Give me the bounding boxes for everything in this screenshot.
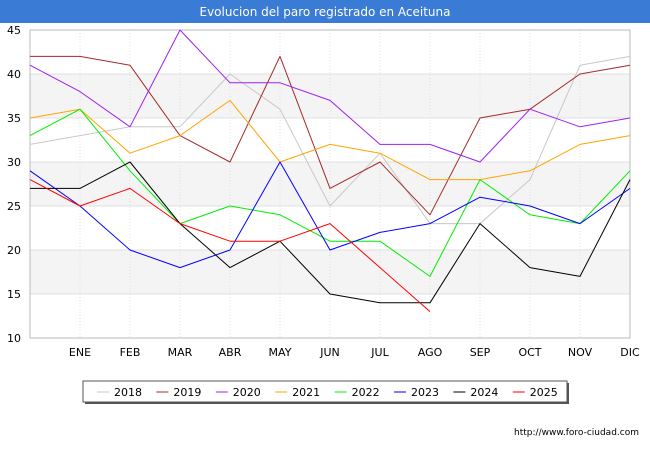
- x-tick-label: JUL: [370, 346, 389, 359]
- x-tick-label: JUN: [319, 346, 340, 359]
- plot-band: [30, 118, 630, 162]
- legend-label-2022: 2022: [352, 386, 380, 399]
- series-lines: [29, 29, 631, 312]
- series-line-2025: [29, 179, 431, 312]
- x-tick-label: SEP: [470, 346, 491, 359]
- x-tick-label: NOV: [568, 346, 593, 359]
- series-line-2024: [30, 161, 631, 304]
- series-line-2023: [29, 161, 631, 269]
- legend-label-2018: 2018: [114, 386, 142, 399]
- x-tick-label: AGO: [418, 346, 443, 359]
- chart-title: Evolucion del paro registrado en Aceitun…: [0, 0, 650, 23]
- x-tick-label: MAR: [168, 346, 193, 359]
- x-tick-label: ABR: [219, 346, 242, 359]
- plot-frame: [29, 29, 631, 339]
- series-line-2021: [29, 99, 631, 181]
- x-tick-label: MAY: [269, 346, 292, 359]
- y-tick-label: 10: [7, 332, 21, 345]
- legend-label-2023: 2023: [411, 386, 439, 399]
- legend-box: [82, 380, 568, 403]
- x-tick-label: OCT: [518, 346, 541, 359]
- y-tick-label: 30: [7, 156, 21, 169]
- legend-label-2019: 2019: [173, 386, 201, 399]
- x-tick-label: FEB: [120, 346, 141, 359]
- legend-label-2025: 2025: [530, 386, 558, 399]
- y-tick-label: 20: [7, 244, 21, 257]
- y-tick-label: 35: [7, 112, 21, 125]
- legend-label-2020: 2020: [233, 386, 261, 399]
- y-tick-label: 45: [7, 24, 21, 37]
- plot-band: [30, 250, 630, 294]
- axes: [29, 29, 631, 339]
- y-tick-labels: 10 15 20 25 30 35 40 45: [7, 24, 21, 345]
- legend: 2018 2019 2020 2021 2022 2023 2024 2025: [82, 380, 569, 404]
- y-tick-label: 25: [7, 200, 21, 213]
- legend-label-2021: 2021: [292, 386, 320, 399]
- x-tick-label: ENE: [69, 346, 91, 359]
- y-tick-label: 40: [7, 68, 21, 81]
- source-url[interactable]: http://www.foro-ciudad.com: [514, 428, 639, 438]
- series-line-2020: [29, 29, 631, 163]
- y-tick-label: 15: [7, 288, 21, 301]
- legend-label-2024: 2024: [470, 386, 498, 399]
- series-line-2022: [29, 108, 631, 277]
- x-tick-label: DIC: [620, 346, 640, 359]
- x-tick-labels: ENE FEB MAR ABR MAY JUN JUL AGO SEP OCT NOV DIC: [69, 346, 640, 359]
